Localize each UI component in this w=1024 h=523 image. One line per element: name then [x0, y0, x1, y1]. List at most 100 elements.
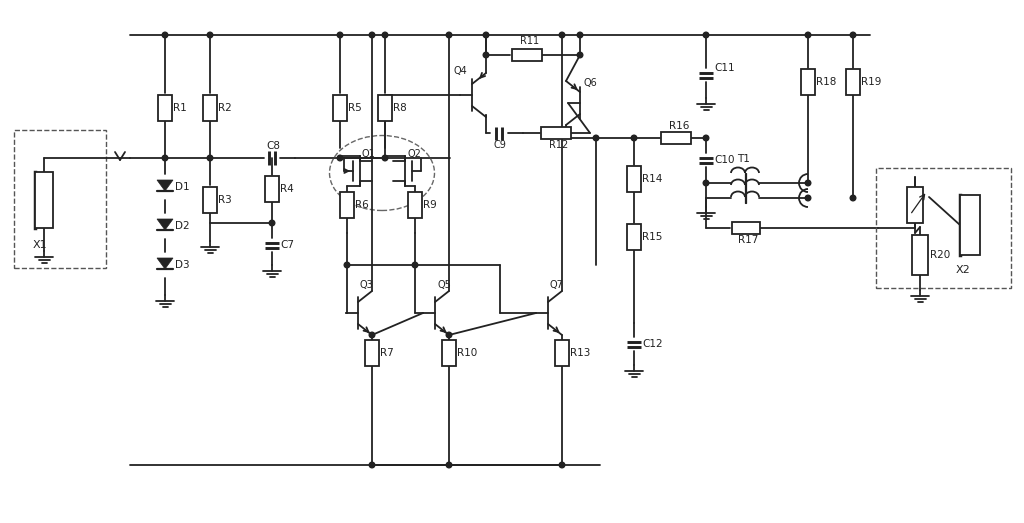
Text: T1: T1	[737, 154, 750, 164]
Text: D3: D3	[175, 260, 189, 270]
Text: Q7: Q7	[550, 280, 564, 290]
Text: Q6: Q6	[583, 78, 597, 88]
Text: R12: R12	[549, 140, 568, 150]
Circle shape	[446, 332, 452, 338]
Text: Q3: Q3	[360, 280, 374, 290]
Polygon shape	[157, 180, 173, 191]
Circle shape	[593, 135, 599, 141]
Circle shape	[578, 52, 583, 58]
Circle shape	[446, 32, 452, 38]
Text: C7: C7	[280, 240, 294, 250]
Circle shape	[483, 52, 488, 58]
Text: Q4: Q4	[454, 66, 468, 76]
Text: R16: R16	[669, 121, 689, 131]
Bar	[541, 127, 571, 139]
Circle shape	[850, 32, 856, 38]
Text: Q5: Q5	[437, 280, 451, 290]
Bar	[158, 95, 172, 121]
Circle shape	[703, 135, 709, 141]
Circle shape	[850, 195, 856, 201]
Circle shape	[382, 155, 388, 161]
Text: R9: R9	[423, 200, 437, 210]
Text: C8: C8	[266, 141, 280, 151]
Bar	[961, 195, 980, 255]
Text: Q1: Q1	[362, 149, 376, 159]
Circle shape	[162, 32, 168, 38]
Text: C9: C9	[494, 140, 507, 150]
Bar	[203, 187, 217, 213]
Bar	[265, 176, 279, 202]
Text: D1: D1	[175, 182, 189, 192]
Bar	[203, 95, 217, 121]
Text: C11: C11	[714, 63, 734, 73]
Text: C12: C12	[642, 339, 663, 349]
Text: Q2: Q2	[407, 149, 421, 159]
Text: X1: X1	[33, 240, 48, 250]
Text: R3: R3	[218, 195, 231, 205]
Text: R19: R19	[861, 77, 882, 87]
Circle shape	[805, 180, 811, 186]
Circle shape	[483, 32, 488, 38]
Bar	[732, 222, 760, 234]
Bar	[801, 69, 815, 95]
Circle shape	[207, 155, 213, 161]
Circle shape	[337, 32, 343, 38]
Bar	[846, 69, 860, 95]
Text: R5: R5	[348, 103, 361, 113]
Text: R11: R11	[520, 36, 539, 46]
Text: R2: R2	[218, 103, 231, 113]
Text: R10: R10	[457, 348, 477, 358]
Circle shape	[162, 155, 168, 161]
Text: R15: R15	[642, 232, 663, 242]
Bar	[35, 172, 53, 228]
Circle shape	[578, 32, 583, 38]
Bar	[408, 192, 422, 218]
Polygon shape	[157, 219, 173, 230]
Text: R18: R18	[816, 77, 837, 87]
Bar	[378, 95, 392, 121]
Circle shape	[631, 135, 637, 141]
Text: R6: R6	[355, 200, 369, 210]
Bar	[365, 340, 379, 366]
Circle shape	[703, 180, 709, 186]
Circle shape	[446, 462, 452, 468]
Text: R13: R13	[570, 348, 591, 358]
Text: R8: R8	[393, 103, 407, 113]
Bar	[512, 49, 542, 61]
Text: R17: R17	[738, 235, 759, 245]
Circle shape	[269, 220, 274, 226]
Text: R1: R1	[173, 103, 186, 113]
Circle shape	[559, 32, 565, 38]
Text: R20: R20	[930, 250, 950, 260]
Text: R14: R14	[642, 174, 663, 184]
Circle shape	[207, 32, 213, 38]
Bar	[340, 192, 354, 218]
Bar	[876, 168, 1011, 288]
Circle shape	[413, 262, 418, 268]
Circle shape	[805, 195, 811, 201]
Bar	[333, 95, 347, 121]
Circle shape	[370, 32, 375, 38]
Polygon shape	[157, 258, 173, 269]
Circle shape	[370, 332, 375, 338]
Bar	[627, 224, 641, 250]
Text: D2: D2	[175, 221, 189, 231]
Circle shape	[559, 462, 565, 468]
Circle shape	[382, 32, 388, 38]
Text: C10: C10	[714, 155, 734, 165]
Circle shape	[703, 32, 709, 38]
Circle shape	[370, 462, 375, 468]
Bar	[555, 340, 569, 366]
Text: X2: X2	[956, 265, 971, 275]
Bar	[662, 132, 691, 144]
Circle shape	[337, 155, 343, 161]
Text: R7: R7	[380, 348, 394, 358]
Circle shape	[344, 262, 350, 268]
Bar	[907, 187, 923, 223]
Bar	[912, 235, 928, 275]
Circle shape	[805, 32, 811, 38]
Text: R4: R4	[280, 184, 294, 194]
Bar	[442, 340, 456, 366]
Bar	[627, 166, 641, 192]
Bar	[14, 130, 106, 268]
